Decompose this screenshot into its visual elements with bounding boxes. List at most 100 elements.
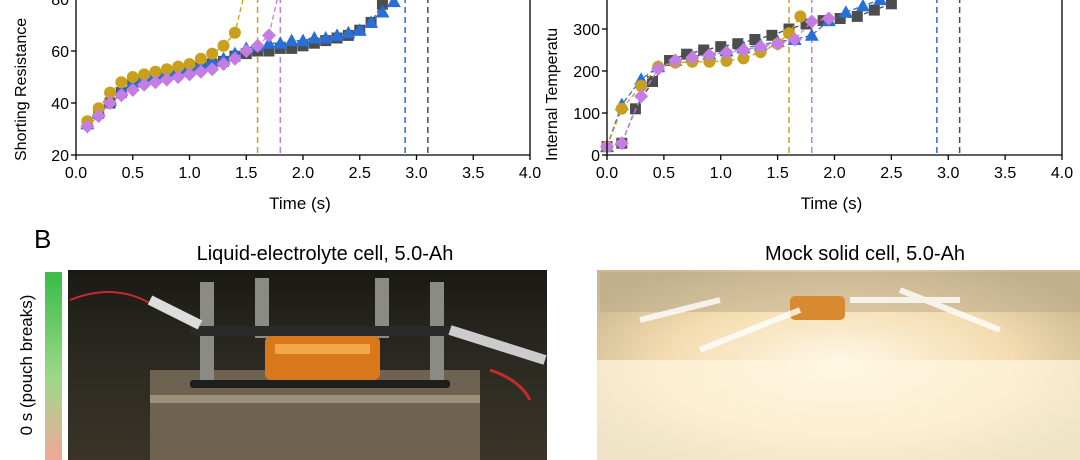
data-point [341, 25, 356, 39]
x-tick-label: 0.5 [122, 165, 144, 182]
y-tick-label: 100 [573, 106, 600, 123]
data-point [330, 28, 345, 41]
y-axis-label: Internal Temperatu [544, 28, 561, 161]
photo-mock-solid [597, 270, 1080, 460]
data-point [206, 47, 219, 60]
data-point [183, 58, 196, 70]
data-point [736, 43, 751, 57]
data-point [352, 23, 367, 36]
timeline-bar [45, 280, 62, 460]
data-point [92, 102, 105, 115]
data-point [770, 36, 785, 51]
data-point [193, 64, 208, 79]
y-tick-label: 200 [573, 64, 600, 81]
data-point [114, 88, 129, 103]
data-point [615, 102, 628, 115]
data-point [834, 13, 846, 24]
data-point [851, 10, 863, 22]
data-point [753, 39, 768, 54]
x-tick-label: 2.0 [292, 165, 314, 182]
series-line [86, 1, 395, 125]
photo-liquid [68, 270, 547, 460]
data-point [227, 51, 242, 66]
x-tick-label: 1.0 [710, 165, 732, 182]
data-point [172, 60, 185, 73]
x-tick-label: 3.0 [937, 165, 959, 182]
data-point [250, 38, 265, 53]
y-tick-label: 300 [573, 22, 600, 39]
chart: 0.0 0.5 1.0 1.5 2.0 2.5 3.0 3.5 4.0 0 100 200 300 Tim… [544, 0, 1073, 213]
data-point [318, 31, 333, 44]
x-tick-label: 1.0 [178, 165, 200, 182]
image-caption: Mock solid cell, 5.0-Ah [765, 243, 965, 265]
data-point [205, 62, 220, 77]
x-tick-label: 0.0 [596, 165, 618, 182]
data-point [182, 67, 197, 82]
x-tick-label: 0.0 [65, 165, 87, 182]
data-point [115, 76, 128, 89]
panel-label: B [34, 224, 51, 254]
data-point [821, 11, 836, 26]
data-point [216, 57, 231, 71]
x-tick-label: 4.0 [1051, 165, 1073, 182]
data-point [386, 0, 401, 8]
data-point [681, 48, 693, 60]
data-point [228, 26, 241, 39]
data-point [635, 79, 648, 92]
data-point [873, 0, 887, 6]
data-point [375, 5, 390, 18]
data-point [720, 54, 733, 67]
data-point [787, 32, 802, 47]
data-point [148, 75, 163, 90]
plot-frame [75, 0, 531, 156]
data-point [651, 61, 666, 76]
data-point [126, 71, 139, 83]
data-point [273, 36, 288, 49]
chart: 0.0 0.5 1.0 1.5 2.0 2.5 3.0 3.5 4.0 20 40 60 80 Time … [13, 0, 541, 213]
data-point [217, 39, 230, 52]
x-tick-label: 2.0 [823, 165, 845, 182]
data-point [732, 38, 744, 50]
y-tick-label: 80 [51, 0, 69, 9]
x-tick-label: 2.5 [880, 165, 902, 182]
data-point [103, 96, 118, 110]
data-point [804, 14, 819, 29]
data-point [702, 48, 717, 63]
data-point [800, 18, 812, 30]
data-point [138, 68, 151, 81]
x-axis-label: Time (s) [269, 194, 331, 213]
x-tick-label: 1.5 [767, 165, 789, 182]
panel-a: 0.0 0.5 1.0 1.5 2.0 2.5 3.0 3.5 4.0 20 40 60 80 Time … [13, 0, 1073, 213]
data-point [91, 109, 106, 123]
x-tick-label: 3.0 [405, 165, 427, 182]
data-point [817, 15, 829, 27]
y-tick-label: 20 [51, 148, 69, 165]
data-point [160, 63, 173, 76]
data-point [263, 45, 275, 57]
x-tick-label: 3.5 [994, 165, 1016, 182]
data-point [647, 76, 658, 87]
x-tick-label: 2.5 [349, 165, 371, 182]
data-point [868, 4, 880, 16]
data-point [296, 33, 310, 47]
data-point [286, 42, 298, 54]
plot-frame [606, 0, 1063, 156]
data-point [80, 119, 95, 134]
data-point [719, 45, 734, 60]
data-point [194, 52, 207, 65]
data-point [104, 86, 117, 99]
data-point [634, 89, 649, 104]
data-point [737, 52, 750, 65]
x-tick-label: 4.0 [519, 165, 541, 182]
data-point [838, 5, 853, 18]
data-point [766, 29, 778, 41]
data-point [284, 33, 299, 47]
data-point [261, 36, 276, 49]
data-point [794, 10, 807, 23]
x-tick-label: 1.5 [235, 165, 257, 182]
data-point [307, 31, 322, 44]
data-point [855, 0, 870, 12]
data-point [804, 28, 819, 41]
data-point [376, 0, 388, 10]
